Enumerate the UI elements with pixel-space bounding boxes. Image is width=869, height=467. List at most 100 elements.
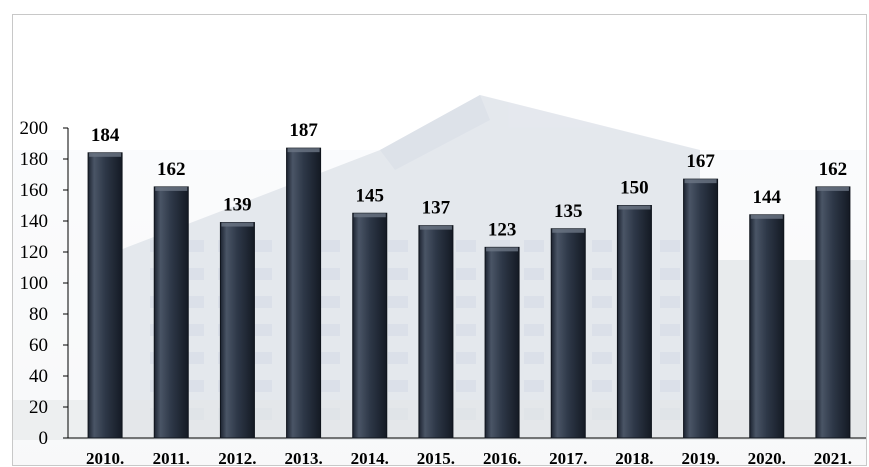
building-window: [592, 408, 612, 420]
bar-cap: [287, 148, 320, 153]
bar-2021: [815, 186, 851, 439]
building-window: [320, 380, 340, 392]
x-tick-label: 2017.: [549, 449, 587, 467]
building-window: [660, 240, 680, 252]
bar-cap: [552, 228, 585, 233]
y-tick-label: 40: [29, 366, 48, 387]
building-window: [388, 352, 408, 364]
data-label: 123: [488, 219, 517, 240]
bar-2017: [550, 228, 586, 439]
data-label: 150: [620, 178, 649, 199]
building-roof: [380, 95, 490, 170]
bar-2015: [418, 225, 454, 439]
building-window: [252, 268, 272, 280]
bar-cap: [155, 186, 188, 191]
bar-cap: [750, 214, 783, 219]
bar: [286, 147, 322, 439]
x-tick-label: 2016.: [483, 449, 521, 467]
x-tick-label: 2021.: [814, 449, 852, 467]
bar: [418, 225, 454, 439]
bar-2012: [219, 222, 255, 439]
labels: 184 2010. 162 2011. 139 2012. 187 2013. 145 2014.…: [86, 120, 852, 467]
x-tick-label: 2013.: [284, 449, 322, 467]
data-label: 139: [223, 195, 252, 216]
y-tick-label: 0: [39, 428, 49, 449]
bar-2014: [352, 212, 388, 439]
data-label: 187: [289, 120, 318, 141]
building-window: [252, 240, 272, 252]
building-window: [660, 268, 680, 280]
x-tick-label: 2012.: [218, 449, 256, 467]
y-tick-label: 20: [29, 397, 48, 418]
building-window: [592, 240, 612, 252]
data-label: 162: [819, 159, 848, 180]
building-window: [660, 352, 680, 364]
building-window: [388, 408, 408, 420]
building-window: [524, 268, 544, 280]
bars: [87, 147, 851, 439]
bar-cap: [221, 222, 254, 227]
building-window: [456, 240, 476, 252]
bar: [749, 214, 785, 439]
bar-2013: [286, 147, 322, 439]
bar-2020: [749, 214, 785, 439]
x-tick-label: 2019.: [681, 449, 719, 467]
axes: 0 20 40 60 80 100 120 140 160 180 200: [20, 118, 866, 449]
building-window: [524, 324, 544, 336]
building-window: [184, 408, 204, 420]
bar-2018: [616, 205, 652, 439]
data-label: 144: [753, 187, 782, 208]
building-window: [320, 324, 340, 336]
y-tick-label: 200: [20, 118, 49, 139]
building-window: [388, 240, 408, 252]
bar: [352, 212, 388, 439]
building-window: [388, 268, 408, 280]
building-window: [252, 380, 272, 392]
building-window: [184, 268, 204, 280]
bar: [484, 246, 520, 439]
bar-2011: [153, 186, 189, 439]
building-window: [592, 380, 612, 392]
building-window: [592, 324, 612, 336]
building-window: [252, 408, 272, 420]
data-label: 162: [157, 159, 186, 180]
bar: [87, 152, 123, 439]
y-tick-label: 100: [20, 273, 49, 294]
x-tick-label: 2010.: [86, 449, 124, 467]
building-window: [184, 296, 204, 308]
data-label: 145: [356, 185, 385, 206]
building-window: [320, 268, 340, 280]
building-window: [524, 240, 544, 252]
building-window: [320, 296, 340, 308]
bar-cap: [89, 152, 122, 157]
building-window: [320, 408, 340, 420]
bar: [219, 222, 255, 439]
building-window: [592, 268, 612, 280]
bar-cap: [816, 186, 849, 191]
building-window: [524, 408, 544, 420]
building-window: [184, 240, 204, 252]
data-label: 184: [91, 125, 120, 146]
bar-2010: [87, 152, 123, 439]
building-window: [252, 352, 272, 364]
bar-cap: [684, 179, 717, 184]
x-tick-label: 2020.: [748, 449, 786, 467]
bar: [616, 205, 652, 439]
bar: [550, 228, 586, 439]
bar: [683, 178, 719, 439]
data-label: 135: [554, 201, 583, 222]
building-window: [456, 268, 476, 280]
building-window: [320, 352, 340, 364]
building-window: [592, 352, 612, 364]
building-window: [184, 324, 204, 336]
y-tick-label: 80: [29, 304, 48, 325]
building-window: [660, 296, 680, 308]
building-window: [660, 380, 680, 392]
bar-cap: [353, 213, 386, 218]
building-window: [456, 408, 476, 420]
building-window: [184, 380, 204, 392]
building-window: [320, 240, 340, 252]
bar-cap: [618, 205, 651, 210]
building-window: [456, 380, 476, 392]
